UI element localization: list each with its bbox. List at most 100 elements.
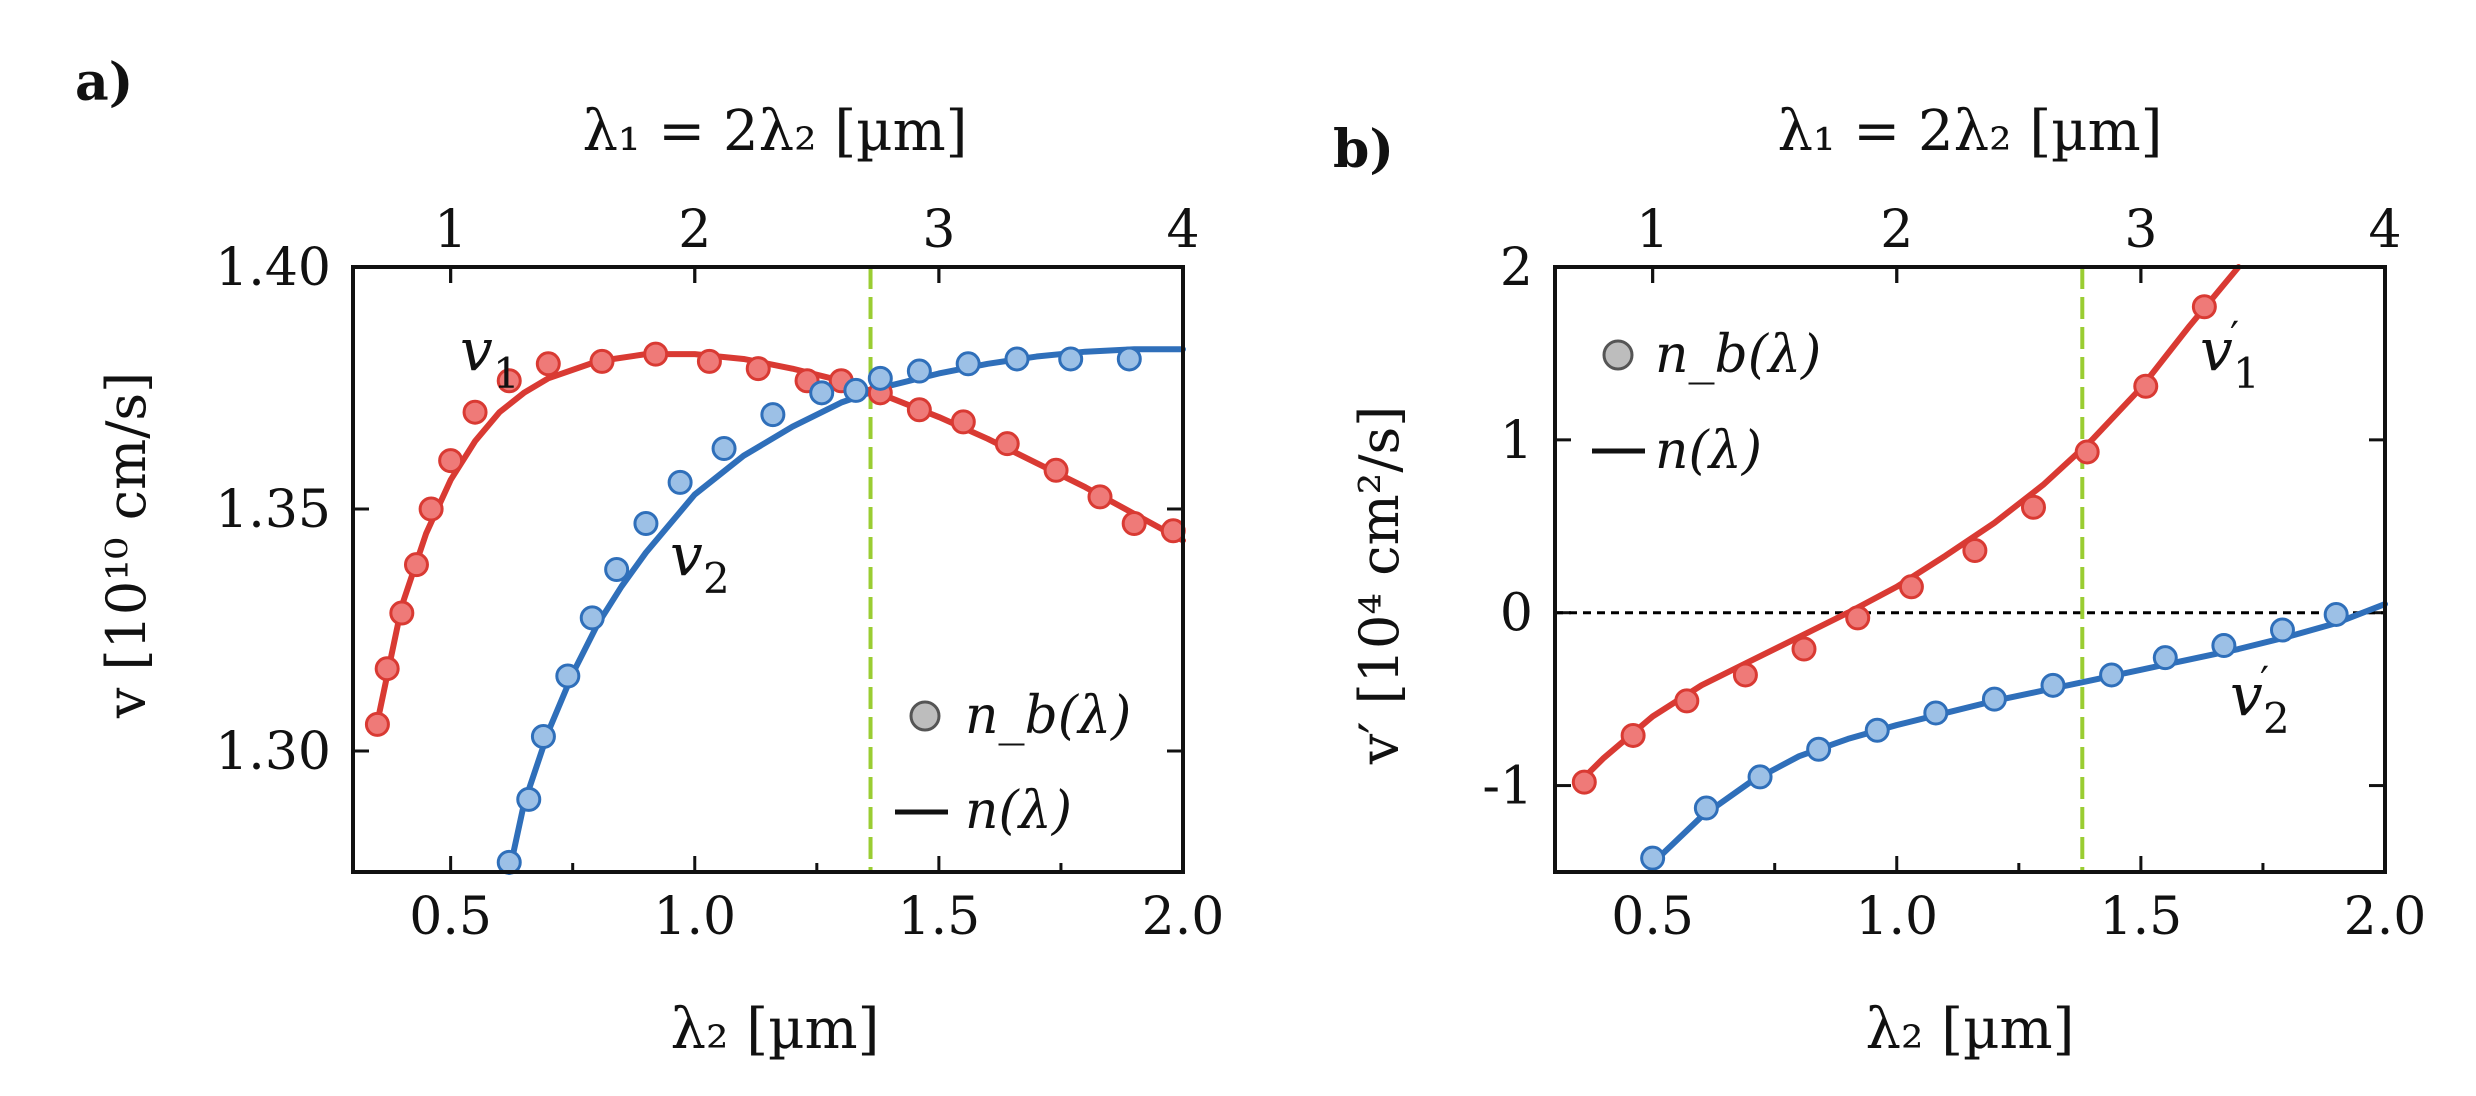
panel-a-xtick-label: 1.0 [653,887,736,947]
panel-a-data-point-1 [364,711,390,737]
panel-a-data-point-1 [906,397,932,423]
panel-a-xtick-label: 1.5 [898,887,981,947]
panel-a-data-point-2 [906,358,932,384]
panel-a-series-label-v1-sub: 1 [493,349,520,398]
panel-a-data-point-2 [955,351,981,377]
panel-a-data-point-1 [1087,484,1113,510]
panel-a-data-point-1 [589,348,615,374]
panel-b-data-point-1 [1898,574,1924,600]
panel-b-top-tick-label: 3 [2124,200,2157,260]
panel-a-data-point-2 [867,365,893,391]
panel-a-ytick-label: 1.40 [215,238,331,298]
panel-b-fit-lines [1576,264,2388,867]
panel-a-ytick-label: 1.35 [215,480,331,540]
panel-a-series-label-v2-base: v [670,521,703,589]
panel-a-data-point-1 [696,348,722,374]
panel-a-data-point-1 [418,496,444,522]
panel-a-data-point-2 [843,377,869,403]
panel-a-data-point-1 [438,448,464,474]
panel-a-data-point-2 [555,663,581,689]
panel-b-data-point-1 [1791,636,1817,662]
panel-b-xtick-label: 2.0 [2344,887,2427,947]
panel-a-ylabel: v [10¹⁰ cm/s] [95,372,158,719]
panel-b-legend-marker [1602,339,1634,371]
panel-a-legend-line-label: n(λ) [965,781,1072,841]
panel-b-ytick-label: 0 [1500,584,1533,644]
panel-b-ytick-label: 2 [1500,238,1533,298]
panel-a-data-point-2 [579,605,605,631]
panel-a-fit-line-2 [506,346,1186,875]
panel-a-data-point-1 [389,600,415,626]
panel-a-data-point-2 [516,786,542,812]
panel-b-xlabel: λ₂ [µm] [1866,997,2075,1062]
panel-a-top-tick-label: 4 [1166,200,1199,260]
panel-b-xtick-label: 1.0 [1855,887,1938,947]
panel-a-data-point-1 [462,399,488,425]
panel-b-data-point-1 [1620,722,1646,748]
panel-a-data-point-2 [667,469,693,495]
panel-a-series-label-v1: v 1 [460,316,520,398]
panel-b-data-point-2 [1981,686,2007,712]
panel-a-legend-marker [909,700,941,732]
panel-a-series-label-v1-base: v [460,316,493,384]
panel-a-data-point-2 [530,723,556,749]
panel-a-data-point-2 [1058,346,1084,372]
panel-a-data-point-2 [711,436,737,461]
panel-a-data-point-2 [633,511,659,537]
panel-b-series-label-v1-prime: ′ [2230,314,2239,360]
panel-b-xtick-label: 1.5 [2100,887,2183,947]
panel-b-ytick-label: 1 [1500,411,1533,471]
panel-b-data-point-2 [1806,736,1832,762]
panel-b-data-point-2 [2040,672,2066,698]
panel-b-data-point-2 [1747,764,1773,790]
panel-b-top-tick-label: 4 [2368,200,2401,260]
panel-a-legend: n_b(λ) n(λ) [895,686,1131,841]
panel-b-top-tick-label: 2 [1880,200,1913,260]
panel-b-plot-frame [1553,265,2387,874]
panel-a-data-point-1 [1121,511,1147,537]
panel-a-data-point-1 [994,431,1020,457]
panel-a-series-label-v2: v 2 [670,521,730,603]
panel-b-top-axis-title: λ₁ = 2λ₂ [µm] [1777,99,2162,164]
panel-a-data-point-2 [1004,346,1030,372]
panel-a-top-tick-label: 3 [922,200,955,260]
panel-a-data-point-1 [1160,518,1186,544]
panel-b-ylabel: v′ [10⁴ cm²/s] [1348,406,1411,766]
panel-a-top-axis-title: λ₁ = 2λ₂ [µm] [582,99,967,164]
panel-a-xlabel: λ₂ [µm] [671,997,880,1062]
panel-a-data-point-2 [1116,346,1142,372]
panel-a-data-points [364,341,1186,875]
panel-b-top-tick-label: 1 [1636,200,1669,260]
panel-b-data-point-1 [2133,373,2159,399]
panel-a-data-point-1 [950,409,976,435]
panel-a-ticks: 0.5 1.0 1.5 2.0 1 2 3 4 1.30 1.35 1.40 [215,200,1224,947]
panel-b-legend-marker-label: n_b(λ) [1655,325,1821,385]
panel-b-series-label-v2: v ′ 2 [2230,659,2290,743]
panel-b-data-point-1 [2020,494,2046,520]
panel-b-series-label-v1: v ′ 1 [2200,314,2260,398]
panel-b-data-point-1 [1732,662,1758,688]
panel-a-top-tick-label: 2 [678,200,711,260]
panel-b-data-point-1 [1674,688,1700,714]
panel-a-data-point-1 [535,351,561,377]
panel-b-series-label-v2-base: v [2230,661,2263,729]
panel-b-data-point-1 [1571,769,1597,795]
panel-b-data-point-2 [1864,717,1890,743]
panel-a-data-point-1 [643,341,669,367]
panel-a-label: a) [75,52,133,113]
panel-b-xtick-label: 0.5 [1611,887,1694,947]
panel-b-ticks: 0.5 1.0 1.5 2.0 1 2 3 4 -1 0 1 2 [1482,200,2426,947]
panel-a-ytick-label: 1.30 [215,722,331,782]
panel-a-plot-frame [351,265,1185,874]
panel-a-data-point-1 [745,356,771,382]
panel-a-series-label-v2-sub: 2 [703,554,730,603]
panel-b-data-point-2 [1693,795,1719,821]
panel-b-data-point-1 [2191,294,2217,320]
panel-b-data-point-2 [2211,633,2237,659]
panel-b-data-point-2 [1923,700,1949,726]
panel-b-data-point-2 [1640,845,1666,871]
panel-b-data-points [1571,294,2349,871]
panel-a-data-point-2 [604,557,630,582]
panel-a-data-point-1 [1043,457,1069,483]
